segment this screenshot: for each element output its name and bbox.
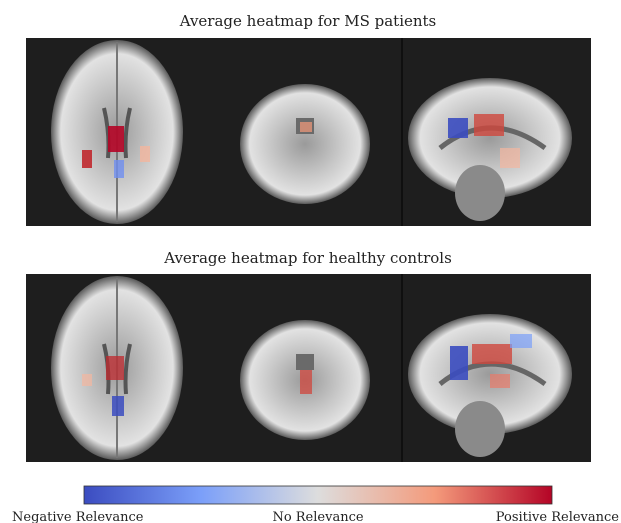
panel-title: Average heatmap for MS patients — [179, 12, 437, 30]
panel-title: Average heatmap for healthy controls — [163, 249, 452, 267]
colorbar-label: Positive Relevance — [496, 510, 620, 523]
page: Average heatmap for MS patients Average … — [0, 0, 621, 523]
colorbar — [84, 486, 552, 504]
colorbar-label: Negative Relevance — [12, 510, 144, 523]
figure: Average heatmap for MS patients Average … — [0, 0, 621, 523]
heatmap-panel — [26, 274, 591, 462]
heatmap-panel — [26, 38, 591, 226]
colorbar-label: No Relevance — [272, 510, 363, 523]
